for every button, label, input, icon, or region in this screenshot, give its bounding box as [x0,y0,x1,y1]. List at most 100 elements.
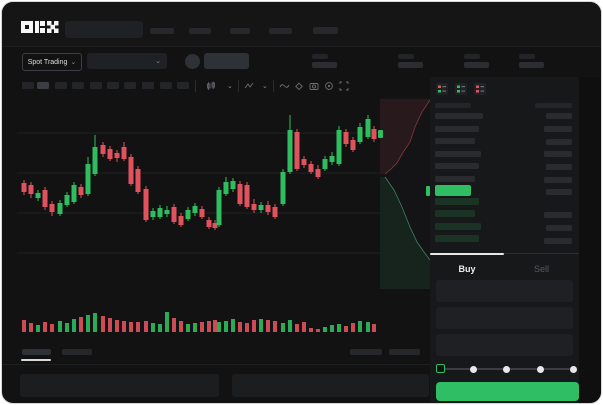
book-amount-cell[interactable] [546,189,572,195]
bid-row[interactable] [435,210,475,217]
bottom-panel-right[interactable] [232,374,429,397]
total-input[interactable] [436,334,573,356]
timeframe-button[interactable] [124,82,136,89]
bid-row[interactable] [435,198,479,205]
book-amount-cell[interactable] [544,212,572,218]
ask-row[interactable] [435,176,475,182]
product-selector-label: Spot Trading [27,58,68,66]
book-amount-cell[interactable] [544,151,572,157]
bottom-tab-active-underline [21,359,51,361]
stat-value [312,62,337,68]
chevron-down-icon[interactable]: ⌄ [227,83,233,90]
candlestick-chart[interactable] [17,97,380,337]
line-tool-icon[interactable] [279,81,290,91]
slider-stop[interactable] [536,365,544,373]
product-selector-button[interactable]: Spot Trading ⌄ [22,53,82,71]
stat-label [464,54,480,59]
chevron-down-icon[interactable]: ⌄ [262,83,268,90]
depth-bid-area [380,177,430,289]
bottom-tabs-control[interactable] [389,349,420,355]
book-header-amount [535,103,572,108]
book-amount-cell[interactable] [546,164,572,170]
book-combined-icon[interactable] [436,83,448,95]
nav-item[interactable] [269,28,292,34]
tab-indicator-track [430,253,579,254]
nav-item[interactable] [189,28,211,34]
bottom-tabs-control[interactable] [350,349,382,355]
fullscreen-icon[interactable] [339,81,349,91]
ask-row[interactable] [435,151,481,157]
okx-logo[interactable] [20,19,62,35]
draw-tool-icon[interactable] [294,81,304,91]
stat-label [398,54,414,59]
book-header-price [435,103,471,108]
bid-row[interactable] [435,223,481,230]
book-mid-price-tick [426,186,430,196]
trade-form-panel: Buy Sell [430,253,579,403]
book-mid-price[interactable] [435,185,471,196]
book-asks-icon[interactable] [474,83,486,95]
stat-value [464,62,489,68]
settings-icon[interactable] [324,81,334,91]
timeframe-button[interactable] [177,82,189,89]
amount-input[interactable] [436,307,573,329]
bottom-tab-history[interactable] [62,349,92,355]
book-amount-cell[interactable] [544,177,572,183]
nav-item[interactable] [230,28,250,34]
book-amount-cell[interactable] [546,113,572,119]
slider-handle[interactable] [436,364,445,373]
timeframe-button[interactable] [22,82,34,89]
slider-stop[interactable] [503,365,510,373]
search-input[interactable] [65,21,143,38]
price-input[interactable] [436,280,573,302]
book-bids-icon[interactable] [455,83,467,95]
right-edge-strip [579,77,601,403]
depth-ask-line [384,99,430,175]
pair-quick-button[interactable] [204,53,249,69]
nav-item-right[interactable] [313,27,338,34]
timeframe-button[interactable] [55,82,67,89]
timeframe-button[interactable] [72,82,84,89]
amount-slider[interactable] [436,361,577,377]
avatar-icon[interactable] [185,54,200,69]
pair-selector[interactable]: ⌄ [87,53,167,69]
slider-stop[interactable] [570,365,577,373]
chart-toolbar: ⌄ ⌄ [2,78,430,96]
current-price-tag [378,130,383,138]
stat-value [398,62,423,68]
camera-icon[interactable] [309,81,319,91]
tab-sell-label: Sell [533,264,549,274]
nav-item[interactable] [150,28,174,34]
timeframe-button[interactable] [107,82,119,89]
bottom-tabs-row [2,342,430,365]
buy-submit-button[interactable] [436,382,579,401]
ask-row[interactable] [435,126,479,132]
ask-row[interactable] [435,163,479,169]
timeframe-button[interactable] [160,82,172,89]
depth-bid-line [384,176,430,261]
bid-row[interactable] [435,235,479,242]
candle-type-icon[interactable] [206,81,216,91]
stat-label [519,54,535,59]
bottom-tab-orders[interactable] [22,349,51,355]
timeframe-button[interactable] [142,82,154,89]
chevron-down-icon: ⌄ [70,59,77,66]
book-amount-cell[interactable] [544,126,572,132]
ask-row[interactable] [435,138,475,144]
slider-stop[interactable] [469,365,477,373]
order-book-panel [430,77,579,254]
book-amount-cell[interactable] [546,139,572,145]
book-amount-cell[interactable] [546,225,572,231]
bottom-panel-left[interactable] [20,374,219,397]
depth-chart-panel [378,97,430,289]
sub-header: Spot Trading ⌄ ⌄ [2,47,601,77]
depth-ask-area [380,99,430,174]
indicator-icon[interactable] [244,81,254,91]
ask-row[interactable] [435,113,483,119]
timeframe-button[interactable] [37,82,49,89]
tab-buy[interactable]: Buy [430,259,504,277]
timeframe-button[interactable] [90,82,102,89]
tab-sell[interactable]: Sell [504,259,579,277]
book-amount-cell[interactable] [544,238,572,244]
